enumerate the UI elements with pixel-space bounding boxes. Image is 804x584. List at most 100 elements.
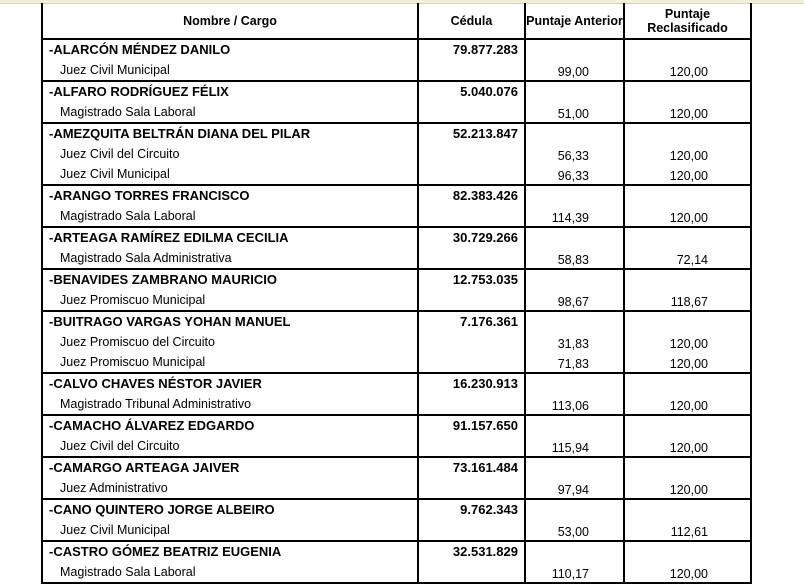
puntaje-reclasificado-cell: 118,67 (625, 270, 750, 310)
puntaje-anterior-value: 99,00 (557, 65, 589, 79)
puntaje-reclasificado-cell: 72,14 (625, 228, 750, 268)
cargo-title: Juez Promiscuo Municipal (60, 293, 206, 307)
name-cargo-cell: -ALARCÓN MÉNDEZ DANILO Juez Civil Municip… (43, 40, 419, 80)
blank (419, 144, 524, 164)
cargo-title: Juez Promiscuo Municipal (60, 355, 206, 369)
puntaje-anterior-value: 51,00 (557, 107, 589, 121)
puntaje-anterior-value: 114,39 (551, 211, 589, 225)
blank (625, 500, 750, 520)
cedula-cell: 9.762.343 (419, 500, 526, 540)
puntaje-reclasificado-cell: 120,00 (625, 458, 750, 498)
name-cargo-cell: -ARANGO TORRES FRANCISCO Magistrado Sala … (43, 186, 419, 226)
puntaje-anterior-cell: 110,17 (526, 542, 625, 582)
puntaje-anterior-cell: 115,94 (526, 416, 625, 456)
name-cargo-cell: -ARTEAGA RAMÍREZ EDILMA CECILIA Magistrad… (43, 228, 419, 268)
puntaje-reclasificado-cell: 120,00 120,00 (625, 312, 750, 372)
person-name: -ARANGO TORRES FRANCISCO (49, 188, 250, 203)
blank (625, 228, 750, 248)
puntaje-anterior-value: 115,94 (551, 441, 589, 455)
person-name: -CAMARGO ARTEAGA JAIVER (49, 460, 240, 475)
blank (625, 458, 750, 478)
blank (526, 40, 623, 60)
cedula-value: 79.877.283 (452, 42, 518, 57)
puntaje-reclasificado-cell: 120,00 120,00 (625, 124, 750, 184)
puntaje-anterior-value: 58,83 (557, 253, 589, 267)
header-cedula: Cédula (419, 3, 526, 38)
puntaje-reclasificado-cell: 120,00 (625, 416, 750, 456)
blank (526, 270, 623, 290)
table-row: -ALFARO RODRÍGUEZ FÉLIX Magistrado Sala L… (43, 82, 750, 124)
person-name: -CASTRO GÓMEZ BEATRIZ EUGENIA (49, 544, 282, 559)
cargo-title: Juez Civil del Circuito (60, 147, 180, 161)
puntaje-anterior-value: 113,06 (551, 399, 589, 413)
blank (625, 270, 750, 290)
cargo-title: Magistrado Sala Laboral (60, 105, 196, 119)
header-puntaje-anterior: Puntaje Anterior (526, 3, 625, 38)
puntaje-anterior-value: 96,33 (557, 169, 589, 183)
name-cargo-cell: -BENAVIDES ZAMBRANO MAURICIO Juez Promisc… (43, 270, 419, 310)
puntaje-anterior-cell: 51,00 (526, 82, 625, 122)
table-row: -BENAVIDES ZAMBRANO MAURICIO Juez Promisc… (43, 270, 750, 312)
name-cargo-cell: -AMEZQUITA BELTRÁN DIANA DEL PILAR Juez C… (43, 124, 419, 184)
cedula-cell: 82.383.426 (419, 186, 526, 226)
puntaje-anterior-cell: 113,06 (526, 374, 625, 414)
blank (419, 206, 524, 226)
person-name: -ARTEAGA RAMÍREZ EDILMA CECILIA (49, 230, 289, 245)
blank (526, 228, 623, 248)
table-row: -CAMACHO ÁLVAREZ EDGARDO Juez Civil del C… (43, 416, 750, 458)
blank (526, 500, 623, 520)
blank (625, 416, 750, 436)
table-row: -CASTRO GÓMEZ BEATRIZ EUGENIA Magistrado … (43, 542, 750, 584)
table-row: -AMEZQUITA BELTRÁN DIANA DEL PILAR Juez C… (43, 124, 750, 186)
table-header: Nombre / Cargo Cédula Puntaje Anterior P… (43, 3, 750, 40)
puntaje-reclasificado-value: 118,67 (670, 295, 708, 309)
reclassification-table: Nombre / Cargo Cédula Puntaje Anterior P… (41, 3, 752, 584)
puntaje-anterior-value: 98,67 (557, 295, 589, 309)
table-row: -ARANGO TORRES FRANCISCO Magistrado Sala … (43, 186, 750, 228)
cedula-cell: 16.230.913 (419, 374, 526, 414)
name-cargo-cell: -CANO QUINTERO JORGE ALBEIRO Juez Civil M… (43, 500, 419, 540)
table-row: -CAMARGO ARTEAGA JAIVER Juez Administrati… (43, 458, 750, 500)
puntaje-reclasificado-value: 120,00 (669, 211, 708, 225)
blank (526, 124, 623, 144)
puntaje-reclasificado-value: 120,00 (669, 399, 708, 413)
cedula-value: 91.157.650 (452, 418, 518, 433)
puntaje-anterior-value: 31,83 (557, 337, 589, 351)
table-row: -ARTEAGA RAMÍREZ EDILMA CECILIA Magistrad… (43, 228, 750, 270)
blank (526, 82, 623, 102)
blank (419, 436, 524, 456)
blank (526, 416, 623, 436)
blank (419, 520, 524, 540)
cedula-value: 5.040.076 (460, 84, 518, 99)
blank (419, 164, 524, 184)
blank (419, 248, 524, 268)
cedula-cell: 91.157.650 (419, 416, 526, 456)
blank (625, 40, 750, 60)
cargo-title: Juez Civil Municipal (60, 167, 170, 181)
puntaje-reclasificado-value: 120,00 (669, 169, 708, 183)
person-name: -CALVO CHAVES NÉSTOR JAVIER (49, 376, 262, 391)
cargo-title: Juez Civil Municipal (60, 523, 170, 537)
blank (419, 478, 524, 498)
puntaje-reclasificado-value: 120,00 (669, 441, 708, 455)
header-puntaje-reclasificado: Puntaje Reclasificado (647, 6, 728, 35)
blank (419, 352, 524, 372)
blank (625, 312, 750, 332)
name-cargo-cell: -CASTRO GÓMEZ BEATRIZ EUGENIA Magistrado … (43, 542, 419, 582)
cargo-title: Magistrado Sala Laboral (60, 565, 196, 579)
name-cargo-cell: -CALVO CHAVES NÉSTOR JAVIER Magistrado Tr… (43, 374, 419, 414)
cedula-cell: 52.213.847 (419, 124, 526, 184)
puntaje-anterior-value: 97,94 (557, 483, 589, 497)
puntaje-reclasificado-cell: 120,00 (625, 186, 750, 226)
cargo-title: Juez Civil Municipal (60, 63, 170, 77)
cedula-cell: 30.729.266 (419, 228, 526, 268)
puntaje-reclasificado-value: 120,00 (669, 357, 708, 371)
cedula-cell: 12.753.035 (419, 270, 526, 310)
name-cargo-cell: -CAMARGO ARTEAGA JAIVER Juez Administrati… (43, 458, 419, 498)
cedula-value: 82.383.426 (452, 188, 518, 203)
blank (526, 374, 623, 394)
blank (625, 124, 750, 144)
cargo-title: Juez Promiscuo del Circuito (60, 335, 215, 349)
puntaje-anterior-cell: 56,33 96,33 (526, 124, 625, 184)
cedula-value: 7.176.361 (460, 314, 518, 329)
